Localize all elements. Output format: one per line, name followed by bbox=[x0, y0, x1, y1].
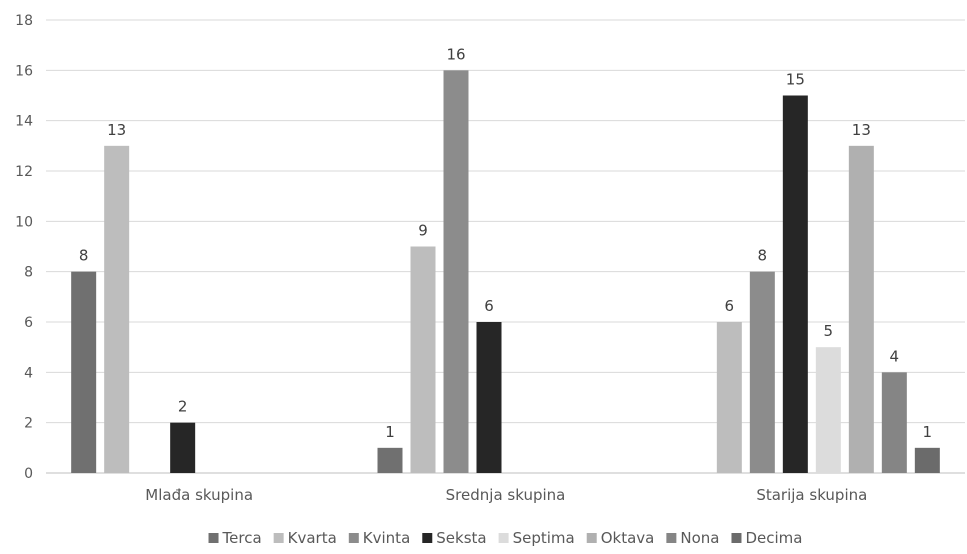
legend-label: Kvinta bbox=[363, 529, 410, 547]
x-category-label: Mlađa skupina bbox=[145, 486, 253, 504]
y-tick-label: 10 bbox=[15, 214, 33, 230]
x-axis: Mlađa skupina Srednja skupina Starija skup… bbox=[145, 486, 867, 504]
y-tick-label: 8 bbox=[24, 265, 33, 281]
legend-swatch bbox=[208, 533, 219, 543]
bar bbox=[410, 246, 436, 473]
y-tick-label: 0 bbox=[24, 466, 33, 482]
bar bbox=[443, 70, 469, 473]
x-category-label: Srednja skupina bbox=[446, 486, 566, 504]
data-label: 9 bbox=[418, 222, 428, 240]
bars bbox=[71, 70, 940, 474]
legend-item: Oktava bbox=[586, 529, 655, 547]
x-category-label: Starija skupina bbox=[756, 486, 867, 504]
data-label: 15 bbox=[786, 71, 805, 89]
bar bbox=[71, 271, 97, 473]
y-tick-label: 18 bbox=[15, 13, 33, 29]
legend-swatch bbox=[273, 533, 284, 543]
legend-label: Nona bbox=[680, 529, 719, 547]
legend: Terca Kvarta Kvinta Seksta Septima Oktava Nona… bbox=[208, 529, 802, 547]
legend-label: Terca bbox=[222, 529, 262, 547]
data-label: 13 bbox=[852, 121, 871, 139]
legend-label: Decima bbox=[745, 529, 802, 547]
bar bbox=[749, 271, 775, 473]
y-tick-label: 4 bbox=[24, 365, 33, 381]
legend-swatch bbox=[666, 533, 677, 543]
data-label: 6 bbox=[725, 297, 735, 315]
bar bbox=[881, 372, 907, 473]
data-labels: 8 13 2 1 9 16 6 6 8 15 5 13 4 1 bbox=[79, 45, 932, 441]
legend-swatch bbox=[422, 533, 433, 543]
legend-label: Kvarta bbox=[288, 529, 337, 547]
legend-label: Oktava bbox=[601, 529, 655, 547]
data-label: 6 bbox=[484, 297, 494, 315]
bar bbox=[716, 322, 742, 473]
legend-item: Nona bbox=[666, 529, 719, 547]
legend-label: Seksta bbox=[436, 529, 486, 547]
legend-item: Kvarta bbox=[273, 529, 337, 547]
legend-item: Terca bbox=[208, 529, 262, 547]
legend-item: Seksta bbox=[422, 529, 487, 547]
bar bbox=[170, 422, 196, 473]
y-tick-label: 14 bbox=[15, 114, 33, 130]
bar bbox=[377, 447, 403, 473]
data-label: 8 bbox=[758, 247, 768, 265]
data-label: 13 bbox=[107, 121, 126, 139]
legend-item: Decima bbox=[731, 529, 802, 547]
data-label: 1 bbox=[923, 423, 933, 441]
y-tick-label: 16 bbox=[15, 63, 33, 79]
data-label: 16 bbox=[446, 45, 465, 63]
bar bbox=[476, 322, 502, 473]
data-label: 5 bbox=[824, 322, 834, 340]
bar bbox=[815, 347, 841, 473]
bar bbox=[914, 447, 940, 473]
data-label: 4 bbox=[890, 347, 900, 365]
y-tick-label: 12 bbox=[15, 164, 33, 180]
gridlines bbox=[46, 19, 965, 474]
bar bbox=[104, 145, 130, 474]
legend-swatch bbox=[348, 533, 359, 543]
bar bbox=[848, 145, 874, 474]
data-label: 8 bbox=[79, 247, 89, 265]
legend-swatch bbox=[586, 533, 597, 543]
legend-item: Kvinta bbox=[348, 529, 410, 547]
legend-swatch bbox=[731, 533, 742, 543]
bar bbox=[782, 95, 808, 473]
legend-label: Septima bbox=[513, 529, 575, 547]
legend-swatch bbox=[498, 533, 509, 543]
data-label: 2 bbox=[178, 398, 188, 416]
legend-item: Septima bbox=[498, 529, 575, 547]
y-tick-label: 6 bbox=[24, 315, 33, 331]
data-label: 1 bbox=[385, 423, 395, 441]
y-axis: 0 2 4 6 8 10 12 14 16 18 bbox=[15, 13, 33, 482]
y-tick-label: 2 bbox=[24, 416, 33, 432]
